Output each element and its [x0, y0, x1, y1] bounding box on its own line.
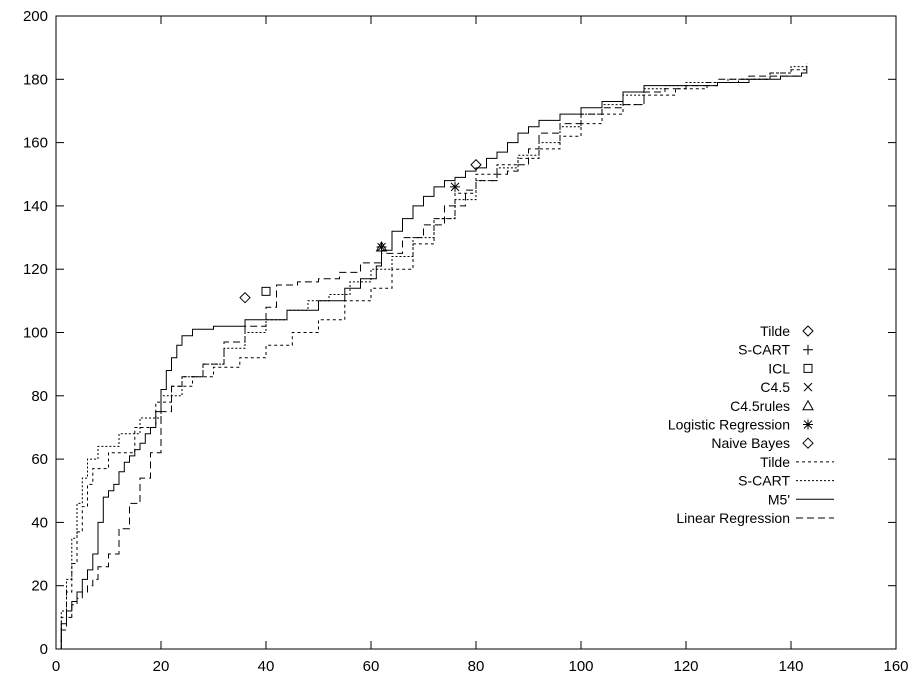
x-tick-label: 0 [52, 658, 60, 675]
point-naive-bayes-diamond-icon [239, 291, 251, 304]
legend-label: M5' [768, 491, 790, 507]
legend-label: Tilde [760, 454, 790, 470]
axis-ticks: 0 20 40 60 80 100 120 140 160 0 20 40 60 80 100 120 140 1… [23, 8, 909, 675]
series-layer [56, 63, 808, 650]
legend-label: C4.5rules [730, 398, 790, 414]
y-tick-label: 120 [23, 261, 48, 278]
y-tick-label: 100 [23, 325, 48, 342]
point-logistic-regression-star-icon [450, 181, 460, 192]
legend-square-icon [803, 363, 813, 373]
x-tick-label: 100 [568, 658, 593, 675]
y-tick-label: 80 [31, 388, 48, 405]
series-line-tilde [56, 66, 808, 650]
legend-label: Tilde [760, 323, 790, 339]
point-tilde-diamond-icon [470, 159, 482, 171]
legend-triangle-icon [802, 399, 814, 411]
x-tick-label: 40 [258, 658, 275, 675]
x-tick-label: 60 [363, 658, 380, 675]
legend: Tilde S-CART ICL C4.5 C4.5rules Logistic Regr… [668, 323, 834, 526]
y-tick-label: 60 [31, 451, 48, 468]
x-tick-label: 120 [673, 658, 698, 675]
y-tick-label: 180 [23, 71, 48, 88]
legend-label: Naive Bayes [711, 435, 790, 451]
point-c4-5-cross-icon [377, 242, 386, 252]
series-line-m5 [56, 66, 808, 650]
legend-star-icon [803, 419, 813, 430]
series-line-linear-regression [56, 69, 808, 650]
y-tick-label: 40 [31, 514, 48, 531]
legend-label: Linear Regression [676, 510, 790, 526]
legend-label: Logistic Regression [668, 417, 790, 433]
legend-label: S-CART [738, 473, 790, 489]
x-tick-label: 140 [778, 658, 803, 675]
point-c4-5rules-triangle-icon [375, 241, 388, 252]
y-tick-label: 140 [23, 198, 48, 215]
y-tick-label: 20 [31, 578, 48, 595]
y-tick-label: 200 [23, 8, 48, 25]
legend-label: C4.5 [760, 379, 790, 395]
series-line-s-cart [56, 63, 808, 650]
legend-plus-icon [803, 344, 813, 355]
x-tick-label: 160 [883, 658, 908, 675]
legend-label: ICL [768, 360, 790, 376]
x-tick-label: 80 [468, 658, 485, 675]
points-layer [239, 159, 482, 304]
point-icl-square-icon [261, 286, 271, 296]
legend-diamond-icon [802, 325, 814, 337]
y-tick-label: 0 [40, 641, 48, 658]
legend-label: S-CART [738, 342, 790, 358]
y-tick-label: 160 [23, 135, 48, 152]
x-tick-label: 20 [153, 658, 170, 675]
legend-cross-icon [803, 382, 813, 392]
legend-diamond-icon [802, 437, 814, 449]
